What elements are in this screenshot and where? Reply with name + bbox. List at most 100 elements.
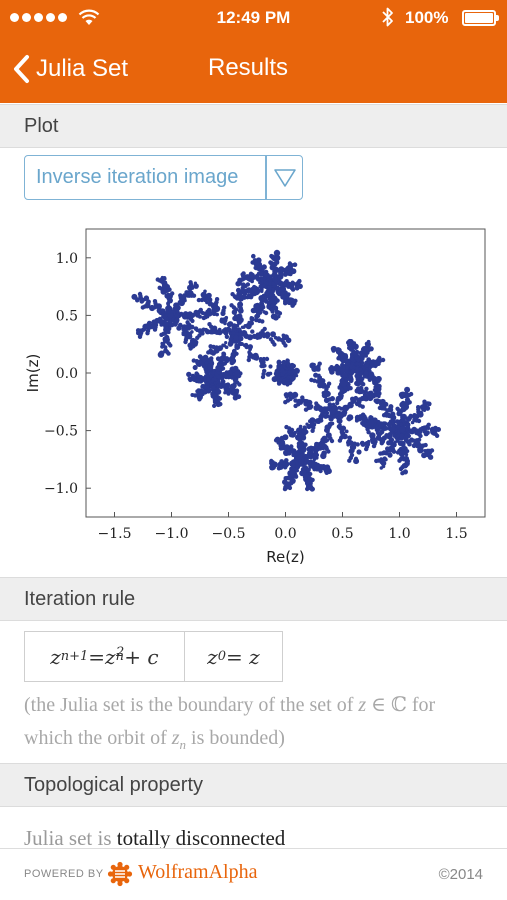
julia-point — [190, 286, 195, 290]
section-header-iteration-rule: Iteration rule — [0, 577, 507, 621]
julia-point — [323, 414, 328, 419]
julia-point — [422, 408, 427, 412]
julia-point — [188, 280, 193, 285]
julia-point — [152, 327, 158, 332]
julia-point — [250, 279, 255, 284]
status-time: 12:49 PM — [216, 8, 291, 27]
julia-point — [394, 436, 398, 440]
julia-point — [380, 460, 387, 466]
julia-point — [330, 421, 335, 426]
battery-icon — [462, 10, 499, 26]
note-part-1: (the Julia set is the boundary of the se… — [24, 694, 359, 716]
julia-point — [279, 435, 285, 441]
julia-point — [413, 413, 420, 420]
julia-point — [178, 293, 183, 298]
julia-point — [197, 314, 202, 319]
topological-prefix: Julia set is — [24, 826, 117, 850]
julia-point — [261, 297, 266, 302]
julia-point — [354, 414, 361, 421]
julia-point — [404, 452, 409, 457]
julia-point — [247, 334, 254, 341]
julia-point — [155, 277, 160, 282]
julia-point — [426, 401, 432, 407]
julia-point — [265, 331, 271, 337]
julia-point — [359, 381, 365, 386]
julia-point — [407, 441, 412, 447]
julia-point — [287, 485, 293, 491]
julia-point — [240, 330, 248, 337]
julia-point — [369, 415, 373, 419]
julia-point — [360, 353, 365, 357]
julia-point — [219, 357, 225, 362]
julia-point — [350, 444, 355, 449]
julia-point — [337, 438, 343, 443]
julia-point — [317, 361, 322, 366]
wolframalpha-logo-icon[interactable] — [107, 861, 133, 887]
julia-point — [247, 320, 252, 325]
julia-point — [293, 398, 298, 403]
julia-point — [166, 351, 171, 356]
julia-point — [309, 377, 314, 383]
julia-point — [313, 405, 320, 411]
x-tick-label: −1.0 — [155, 526, 189, 542]
triangle-down-icon[interactable] — [273, 167, 297, 189]
julia-point — [286, 481, 292, 487]
formula-eq: = — [88, 644, 106, 669]
julia-point — [245, 287, 253, 294]
julia-point — [282, 370, 287, 375]
julia-point — [152, 299, 158, 304]
julia-point — [212, 403, 217, 408]
julia-point — [229, 360, 235, 366]
julia-point — [145, 331, 150, 336]
julia-point — [252, 258, 258, 263]
julia-point — [287, 476, 292, 481]
julia-point — [254, 314, 259, 319]
julia-point — [248, 347, 253, 352]
julia-point — [286, 292, 291, 297]
formula-lhs-sub: n+1 — [60, 649, 89, 664]
julia-point — [416, 418, 422, 424]
julia-point — [319, 442, 326, 448]
julia-point — [397, 458, 402, 463]
julia-point — [215, 402, 221, 408]
julia-point — [323, 389, 329, 396]
julia-point — [314, 418, 321, 424]
back-button[interactable]: Julia Set — [12, 52, 128, 86]
julia-point — [427, 454, 434, 460]
julia-point — [375, 376, 382, 383]
julia-point — [366, 339, 371, 344]
julia-point — [173, 321, 178, 327]
julia-point — [400, 391, 406, 397]
plot-type-select[interactable]: Inverse iteration image — [24, 155, 303, 200]
init-eq: = z — [225, 644, 260, 669]
julia-point — [264, 356, 270, 362]
julia-point — [244, 274, 249, 278]
julia-point — [270, 331, 276, 338]
formula-lhs: z — [50, 644, 61, 669]
julia-point — [310, 428, 315, 433]
julia-point — [290, 280, 295, 285]
julia-point — [249, 272, 255, 279]
julia-point — [252, 354, 259, 361]
julia-point — [197, 328, 203, 334]
julia-point — [404, 386, 411, 393]
julia-point — [399, 433, 405, 439]
julia-point — [352, 365, 356, 370]
x-tick-label: −1.5 — [98, 526, 132, 542]
wolframalpha-brand[interactable]: WolframAlpha — [138, 861, 258, 883]
julia-point — [417, 431, 422, 436]
julia-point — [220, 376, 225, 381]
x-tick-label: 0.5 — [331, 526, 353, 542]
julia-point — [283, 343, 288, 348]
julia-point — [274, 255, 281, 261]
julia-point — [157, 285, 162, 290]
julia-point — [236, 313, 243, 320]
julia-point — [285, 382, 290, 387]
julia-point — [237, 335, 244, 342]
julia-point — [408, 413, 414, 419]
julia-point — [268, 298, 274, 304]
julia-point — [265, 371, 271, 377]
julia-point — [303, 407, 309, 412]
julia-point — [197, 354, 203, 360]
topological-value: totally disconnected — [116, 826, 286, 850]
